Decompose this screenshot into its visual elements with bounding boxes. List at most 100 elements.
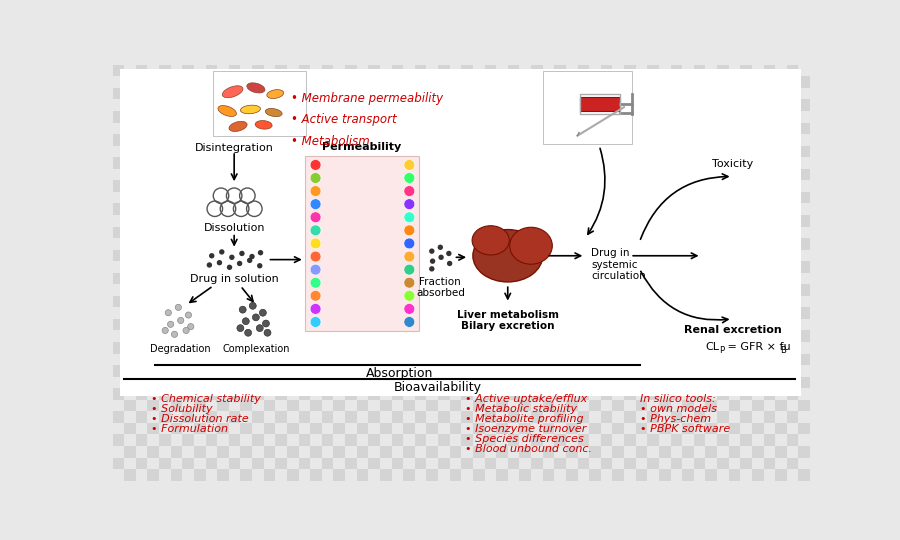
Bar: [217, 377, 229, 388]
Bar: [287, 215, 299, 226]
Bar: [264, 354, 275, 365]
Bar: [333, 307, 345, 319]
Bar: [229, 180, 240, 192]
Bar: [403, 446, 415, 457]
Bar: [356, 377, 368, 388]
Bar: [670, 111, 682, 123]
Bar: [798, 423, 810, 434]
Bar: [380, 261, 392, 273]
Bar: [264, 400, 275, 411]
Bar: [554, 319, 566, 330]
Bar: [136, 342, 148, 354]
Bar: [461, 249, 472, 261]
Bar: [171, 215, 182, 226]
Bar: [554, 88, 566, 99]
Bar: [275, 65, 287, 76]
Bar: [182, 342, 194, 354]
Bar: [264, 238, 275, 249]
Bar: [647, 411, 659, 423]
Bar: [159, 296, 171, 307]
Bar: [148, 377, 159, 388]
Bar: [519, 423, 531, 434]
Bar: [798, 284, 810, 296]
Bar: [112, 204, 124, 215]
Bar: [345, 411, 356, 423]
Bar: [392, 342, 403, 354]
Bar: [554, 134, 566, 146]
Bar: [590, 192, 601, 204]
Bar: [624, 249, 635, 261]
Bar: [519, 400, 531, 411]
Bar: [472, 307, 484, 319]
Bar: [136, 249, 148, 261]
Bar: [461, 180, 472, 192]
Bar: [356, 354, 368, 365]
Bar: [729, 123, 740, 134]
Bar: [775, 238, 787, 249]
Bar: [415, 65, 427, 76]
Bar: [508, 180, 519, 192]
Bar: [647, 180, 659, 192]
Bar: [310, 76, 322, 88]
Bar: [205, 204, 217, 215]
Bar: [694, 434, 706, 446]
Bar: [427, 168, 438, 180]
Bar: [508, 411, 519, 423]
Bar: [578, 457, 590, 469]
Circle shape: [209, 253, 214, 259]
Bar: [136, 157, 148, 169]
Bar: [194, 192, 205, 204]
Bar: [612, 76, 624, 88]
Bar: [217, 423, 229, 434]
Bar: [798, 215, 810, 226]
Bar: [787, 180, 798, 192]
Bar: [427, 307, 438, 319]
Bar: [392, 249, 403, 261]
Bar: [229, 134, 240, 146]
Bar: [624, 180, 635, 192]
Bar: [590, 168, 601, 180]
Bar: [427, 400, 438, 411]
Bar: [624, 296, 635, 307]
Bar: [415, 457, 427, 469]
Bar: [717, 249, 729, 261]
Bar: [659, 146, 670, 157]
Text: • Formulation: • Formulation: [151, 424, 229, 434]
Bar: [427, 284, 438, 296]
Bar: [717, 65, 729, 76]
Bar: [659, 469, 670, 481]
Bar: [438, 411, 450, 423]
Bar: [136, 388, 148, 400]
Bar: [682, 168, 694, 180]
Bar: [171, 377, 182, 388]
Bar: [694, 180, 706, 192]
Bar: [368, 342, 380, 354]
Bar: [275, 388, 287, 400]
Bar: [264, 307, 275, 319]
Bar: [543, 330, 554, 342]
Bar: [345, 457, 356, 469]
Bar: [124, 76, 136, 88]
Bar: [543, 123, 554, 134]
Bar: [566, 168, 578, 180]
Bar: [136, 134, 148, 146]
Bar: [531, 204, 543, 215]
Bar: [624, 273, 635, 284]
Bar: [647, 457, 659, 469]
Bar: [694, 204, 706, 215]
Bar: [217, 238, 229, 249]
Bar: [752, 76, 763, 88]
Bar: [554, 249, 566, 261]
Bar: [798, 238, 810, 249]
Bar: [171, 168, 182, 180]
Bar: [706, 99, 717, 111]
Bar: [659, 423, 670, 434]
Bar: [322, 204, 333, 215]
Bar: [159, 180, 171, 192]
Bar: [427, 377, 438, 388]
Bar: [240, 238, 252, 249]
Bar: [333, 146, 345, 157]
Bar: [438, 204, 450, 215]
Bar: [182, 88, 194, 99]
Bar: [519, 469, 531, 481]
